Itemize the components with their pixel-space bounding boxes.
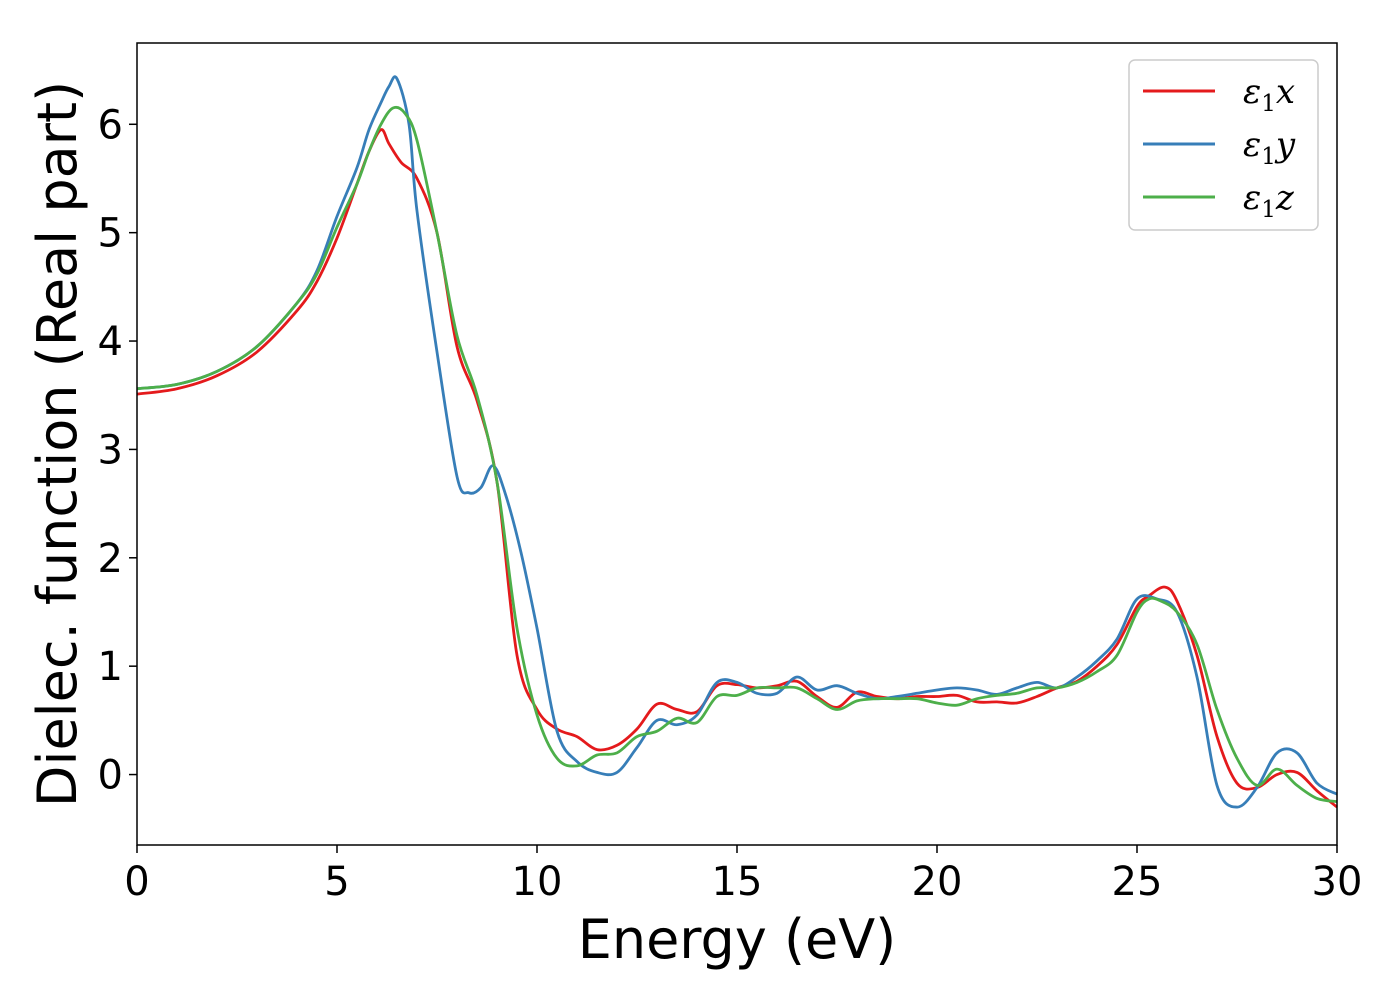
x-tick-label: 25 — [1112, 859, 1163, 905]
y-tick-label: 0 — [98, 753, 123, 799]
x-tick-label: 30 — [1312, 859, 1363, 905]
series-line-y — [136, 75, 1338, 809]
series-lines — [136, 75, 1338, 809]
x-tick-label: 20 — [912, 859, 963, 905]
y-tick-label: 4 — [98, 319, 123, 365]
legend-label-y: ε1y — [1243, 125, 1296, 170]
y-tick-label: 3 — [98, 427, 123, 473]
legend-entry-x: ε1x — [1143, 72, 1295, 117]
x-tick-label: 10 — [512, 859, 563, 905]
x-tick-label: 5 — [324, 859, 349, 905]
legend-box — [1128, 59, 1319, 231]
y-tick-label: 1 — [98, 644, 123, 690]
x-axis-ticks: 0 5 10 15 20 25 30 — [124, 845, 1362, 905]
legend-label-z: ε1z — [1243, 178, 1295, 223]
legend-entry-z: ε1z — [1143, 178, 1295, 223]
y-tick-label: 2 — [98, 536, 123, 582]
y-axis-title: Dielec. function (Real part) — [26, 81, 89, 807]
x-axis-title: Energy (eV) — [578, 908, 897, 971]
y-tick-label: 5 — [98, 211, 123, 257]
y-tick-label: 6 — [98, 102, 123, 148]
y-axis-ticks: 0 1 2 3 4 5 6 — [98, 102, 137, 799]
x-tick-label: 0 — [124, 859, 149, 905]
legend-entry-y: ε1y — [1143, 125, 1296, 170]
x-tick-label: 15 — [712, 859, 763, 905]
series-line-z — [136, 105, 1338, 803]
legend: ε1x ε1y ε1z — [1128, 59, 1319, 231]
legend-label-x: ε1x — [1243, 72, 1295, 117]
